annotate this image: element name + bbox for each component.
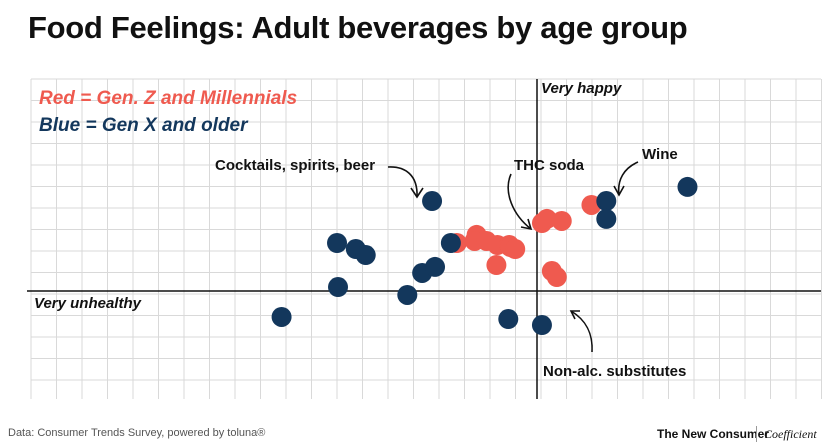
point-gen-x-older-4 [355,245,376,266]
point-gen-x-older-10 [440,233,461,253]
legend-gen-x-older: Blue = Gen X and older [39,115,248,136]
point-gen-z-millennials-15 [546,267,567,288]
arrow-cocktails [387,166,418,198]
arrowhead-thc-soda [520,218,533,231]
annotation-cocktails: Cocktails, spirits, beer [215,157,376,174]
arrow-thc-soda [507,173,532,230]
brand-divider [756,426,757,442]
point-gen-x-older-14 [596,208,617,229]
annotation-wine: Wine [642,146,678,163]
annotation-thc-soda: THC soda [514,157,585,174]
point-gen-x-older-5 [328,277,349,298]
source-note: Data: Consumer Trends Survey, powered by… [8,427,266,439]
brand-coefficient: Coefficient [764,427,817,441]
point-gen-x-older-13 [596,191,617,212]
grid [30,78,822,399]
axis-label-very-happy: Very happy [541,80,622,97]
data-points [271,176,698,336]
point-gen-x-older-6 [397,284,418,305]
arrow-non-alc [570,310,593,353]
point-gen-z-millennials-12 [551,210,572,231]
point-gen-z-millennials-8 [505,239,526,260]
point-gen-x-older-1 [271,306,292,327]
point-gen-z-millennials-9 [486,255,507,276]
annotation-non-alc: Non-alc. substitutes [543,363,687,380]
axis-label-very-unhealthy: Very unhealthy [34,295,141,312]
point-gen-x-older-12 [531,315,552,336]
arrowhead-cocktails [410,187,424,199]
point-gen-x-older-15 [677,176,698,197]
point-gen-x-older-11 [498,309,519,330]
arrow-wine [617,161,639,196]
brand-the-new-consumer: The New Consumer [657,427,770,441]
point-gen-x-older-2 [327,233,348,253]
point-gen-z-millennials-11 [536,208,557,229]
point-gen-x-older-8 [425,256,446,277]
point-gen-x-older-9 [422,191,443,212]
arrowhead-non-alc [569,310,580,320]
arrowhead-wine [613,185,625,197]
annotation-arrows [387,161,639,353]
chart-title: Food Feelings: Adult beverages by age gr… [28,10,688,45]
legend-gen-z-millennials: Red = Gen. Z and Millennials [39,88,298,109]
